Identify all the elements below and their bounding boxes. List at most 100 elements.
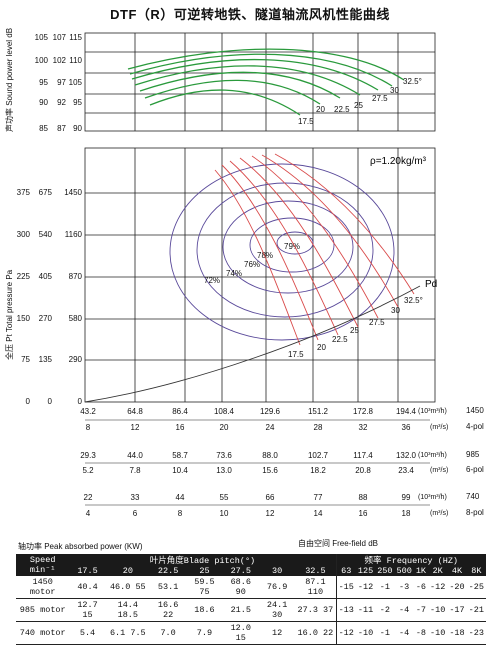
tick: 29.3 [80,451,96,460]
col-blade: 叶片角度Blade pitch(°) [69,554,337,566]
blade-col: 25 [186,566,223,576]
cell: -3 [394,576,414,599]
sound-curve [144,79,321,105]
cell: 7.0 [149,621,187,645]
cell: -12 [428,576,448,599]
sound-label: 25 [354,101,363,110]
cell: -8 [413,621,429,645]
tick: 675 [39,188,53,197]
tick: 172.8 [353,407,374,416]
pressure-curve [274,153,415,295]
table-row: 1450 motor 40.4 46.0 55 53.1 59.5 75 68.… [16,576,486,599]
tick: 580 [69,314,83,323]
tick: 10 [220,509,229,518]
col-speed: Speed min⁻¹ [16,554,70,576]
sound-label: 17.5 [298,117,314,126]
blade-label: 30 [391,306,400,315]
unit: (10³m³/h) [418,452,447,459]
tick: 97 [57,78,66,87]
tick: 55 [220,493,229,502]
unit: (m³/s) [430,510,448,517]
tick: 99 [402,493,411,502]
tick: 135 [39,355,53,364]
tick: 0 [26,397,31,406]
tick: 270 [39,314,53,323]
sound-label: 32.5° [403,77,422,86]
blade-col: 27.5 [222,566,259,576]
tick: 15.6 [262,466,278,475]
speed: 6-pol [466,465,484,474]
tick: 300 [17,230,31,239]
efficiency-ellipse [276,231,314,255]
cell: 18.6 [186,598,223,622]
flow-scale-row: 29.3 44.0 58.7 73.6 88.0 102.7 117.4 132… [80,450,480,460]
tick: 44 [176,493,185,502]
sound-curve [134,65,361,96]
pressure-grid [84,147,436,403]
blade-label: 22.5 [332,335,348,344]
tick: 28 [314,423,323,432]
cell: -21 [466,598,486,622]
pd-label: Pd [425,279,437,290]
flow-scale-row: 5.2 7.8 10.4 13.0 15.6 18.2 20.8 23.4 (m… [82,465,484,475]
tick: 115 [69,33,82,42]
sound-axis-ticks: 85 90 95 100 105 87 92 97 102 107 90 95 … [35,33,83,133]
tick: 10.4 [172,466,188,475]
tick: 23.4 [398,466,414,475]
efficiency-label: 74% [226,269,242,278]
tick: 0 [48,397,53,406]
tick: 6 [133,509,138,518]
sound-curve [127,48,405,81]
cell: -4 [394,598,414,622]
cell: 76.9 [258,576,296,599]
freq-col: 1K [413,566,429,576]
cell: -13 [335,598,356,622]
efficiency-ellipse [222,200,354,294]
tick: 87 [57,124,66,133]
cell: 7.9 [186,621,223,645]
tick: 13.0 [216,466,232,475]
cell: 59.5 75 [186,576,223,599]
cell: 16.6 22 [149,598,187,622]
flow-scale-row: 22 33 44 55 66 77 88 99 (10³m³/h) 740 [84,492,480,502]
pressure-curve [229,160,339,336]
pressure-axis-label: 全压 Pt Total pressure Pa [4,269,14,360]
cell: 68.6 90 [222,576,259,599]
tick: 225 [17,272,31,281]
cell: -4 [394,621,414,645]
cell: -12 [335,621,356,645]
cell: 27.3 37 [295,598,337,622]
tick: 405 [39,272,53,281]
sound-curve-labels: 17.5 20 22.5 25 27.5 30 32.5° [298,77,422,126]
table-row: 740 motor 5.4 6.1 7.5 7.0 7.9 12.0 15 12… [16,621,486,645]
tick: 151.2 [308,407,329,416]
cell: -25 [466,576,486,599]
tick: 73.6 [216,451,232,460]
sound-curve [149,89,301,116]
cell: -7 [413,598,429,622]
sound-curve [129,53,393,87]
cell-speed: 1450 motor [16,576,70,599]
free-field-label: 自由空间 Free-field dB [298,539,379,548]
tick: 43.2 [80,407,96,416]
tick: 58.7 [172,451,188,460]
freq-col: 125 [355,566,376,576]
unit: (m³/s) [430,424,448,431]
power-table: Speed min⁻¹ 叶片角度Blade pitch(°) 频率 Freque… [16,554,486,645]
cell: 14.4 18.5 [105,598,150,622]
sound-label: 22.5 [334,105,350,114]
tick: 92 [57,98,66,107]
tick: 88.0 [262,451,278,460]
blade-label: 32.5° [404,296,423,305]
blade-label: 27.5 [369,318,385,327]
cell: 5.4 [69,621,106,645]
pressure-curve [251,155,379,319]
cell-speed: 985 motor [16,598,70,622]
pressure-axis-ticks: 0 75 150 225 300 375 0 135 270 405 540 6… [17,188,83,406]
pressure-curve [261,154,399,308]
tick: 100 [35,56,49,65]
speed: 4-pol [466,422,484,431]
freq-col: 8K [466,566,486,576]
cell: -18 [447,621,467,645]
tick: 105 [35,33,49,42]
